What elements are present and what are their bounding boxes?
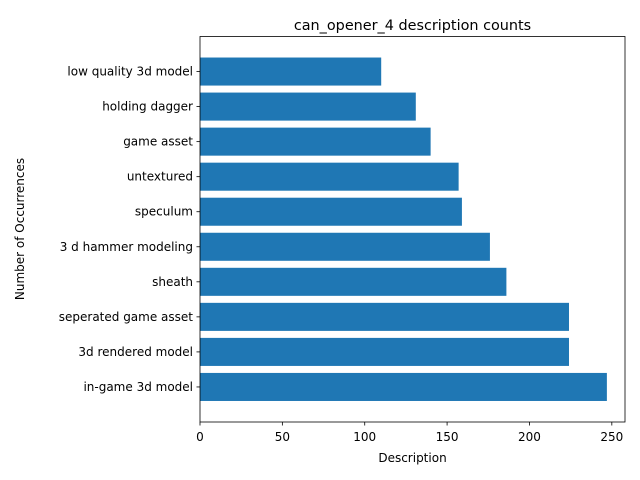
bar [200,127,431,156]
plot-frame [199,36,626,423]
x-tick-label: 200 [518,430,541,444]
y-tick-label: sheath [152,275,193,289]
bar [200,232,490,261]
y-tick-label: holding dagger [102,100,193,114]
x-tick-label: 50 [275,430,290,444]
x-tick-label: 150 [436,430,459,444]
y-tick-label: low quality 3d model [67,65,193,79]
y-tick-label: game asset [123,135,193,149]
y-tick-label: seperated game asset [59,310,194,324]
x-axis-ticks: 0 50 100 150 200 250 [196,422,623,444]
chart-title: can_opener_4 description counts [294,18,531,34]
x-tick-label: 0 [196,430,204,444]
y-tick-label: speculum [135,205,193,219]
y-tick-label: 3d rendered model [78,345,193,359]
bar [200,57,382,86]
bar [200,162,459,191]
bar [200,92,416,121]
bar [200,267,507,296]
x-tick-label: 100 [353,430,376,444]
y-tick-label: untextured [127,170,193,184]
y-tick-label: in-game 3d model [83,380,193,394]
x-axis-label: Description [378,451,446,465]
y-axis-label: Number of Occurrences [13,158,27,300]
bar [200,302,569,331]
bar [200,197,462,226]
bar [200,372,607,401]
y-axis-ticks: in-game 3d model 3d rendered model seperat… [59,65,200,394]
y-tick-label: 3 d hammer modeling [60,240,193,254]
x-tick-label: 250 [600,430,623,444]
bars-group [200,57,607,401]
bar [200,337,569,366]
